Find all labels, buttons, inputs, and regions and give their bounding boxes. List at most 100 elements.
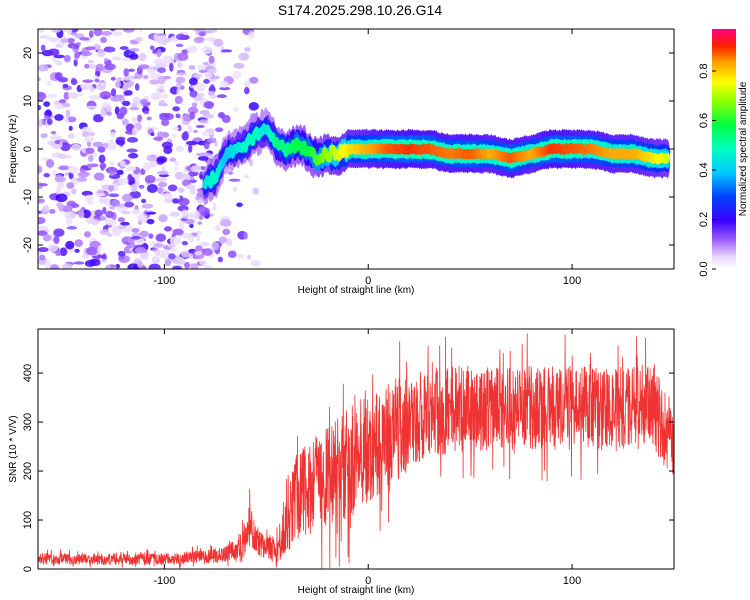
- y-tick-label: 0: [22, 566, 34, 572]
- noise-blob: [204, 72, 213, 80]
- noise-blob: [97, 245, 103, 252]
- noise-blob: [188, 252, 194, 260]
- noise-blob: [182, 130, 189, 140]
- noise-blob: [195, 230, 203, 235]
- noise-blob: [202, 113, 215, 119]
- noise-blob: [160, 118, 170, 127]
- noise-blob: [163, 192, 173, 200]
- noise-blob: [54, 60, 63, 66]
- noise-blob: [175, 145, 185, 153]
- noise-blob: [116, 113, 125, 120]
- noise-blob: [66, 182, 75, 189]
- noise-blob: [213, 140, 219, 148]
- noise-blob: [175, 257, 186, 266]
- noise-blob: [243, 174, 250, 179]
- noise-blob: [233, 62, 245, 69]
- noise-blob: [136, 213, 148, 222]
- noise-blob: [233, 107, 239, 113]
- noise-blob: [50, 266, 60, 269]
- noise-blob: [146, 218, 155, 225]
- noise-blob: [174, 95, 183, 104]
- noise-blob: [188, 77, 198, 86]
- noise-blob: [175, 43, 184, 48]
- noise-blob: [157, 187, 163, 194]
- noise-blob: [248, 102, 259, 111]
- noise-blob: [126, 136, 138, 143]
- noise-blob: [156, 33, 167, 37]
- noise-blob: [124, 90, 133, 96]
- y-tick-label: 300: [22, 413, 34, 431]
- noise-blob: [59, 99, 67, 104]
- noise-blob: [122, 83, 129, 92]
- noise-blob: [194, 250, 202, 256]
- noise-blob: [55, 250, 62, 257]
- noise-blob: [212, 202, 217, 207]
- noise-blob: [149, 159, 158, 168]
- noise-blob: [99, 91, 112, 100]
- noise-blob: [85, 147, 95, 154]
- colorbar-gradient: [712, 29, 736, 269]
- noise-blob: [236, 202, 243, 208]
- noise-blob: [61, 102, 71, 108]
- colorbar-tick-label: 0.2: [698, 212, 710, 227]
- y-tick-label: 200: [22, 462, 34, 480]
- noise-blob: [110, 131, 116, 137]
- noise-blob: [136, 237, 145, 246]
- noise-blob: [92, 141, 104, 148]
- noise-blob: [149, 79, 160, 85]
- noise-blob: [162, 93, 169, 99]
- noise-blob: [69, 165, 79, 175]
- noise-blob: [172, 127, 180, 131]
- noise-blob: [163, 145, 173, 154]
- noise-blob: [58, 165, 69, 171]
- noise-blob: [153, 136, 164, 141]
- noise-blob: [204, 131, 215, 136]
- noise-blob: [38, 165, 43, 174]
- noise-blob: [53, 228, 65, 237]
- y-tick-label: -10: [22, 189, 34, 205]
- noise-blob: [82, 209, 91, 219]
- ridge-segment: [664, 152, 671, 163]
- noise-blob: [141, 203, 154, 209]
- noise-blob: [43, 204, 50, 212]
- noise-blob: [46, 80, 52, 86]
- noise-blob: [98, 197, 107, 204]
- noise-blob: [101, 258, 107, 263]
- noise-blob: [54, 113, 64, 121]
- noise-blob: [172, 106, 181, 112]
- noise-blob: [95, 63, 104, 72]
- noise-blob: [125, 165, 137, 172]
- x-tick-label: -100: [153, 575, 175, 587]
- noise-blob: [169, 236, 182, 246]
- spectrogram-ylabel: Frequency (Hz): [8, 115, 19, 184]
- noise-blob: [188, 171, 198, 177]
- noise-blob: [55, 186, 61, 196]
- noise-blob: [110, 96, 122, 102]
- noise-blob: [142, 162, 152, 172]
- noise-blob: [38, 198, 45, 204]
- noise-blob: [146, 154, 158, 162]
- noise-blob: [121, 100, 131, 106]
- noise-blob: [187, 106, 199, 115]
- colorbar-tick-label: 0.4: [698, 162, 710, 177]
- noise-blob: [61, 263, 73, 269]
- noise-blob: [206, 36, 216, 42]
- noise-blob: [175, 72, 188, 76]
- noise-blob: [53, 104, 65, 110]
- noise-blob: [88, 131, 96, 137]
- colorbar: 0.0 0.2 0.4 0.6 0.8 Normalized spectral ampl…: [698, 29, 749, 277]
- noise-blob: [136, 261, 144, 268]
- x-tick-label: -100: [153, 275, 175, 287]
- noise-blob: [154, 177, 167, 183]
- noise-blob: [190, 263, 199, 269]
- noise-blob: [103, 58, 109, 62]
- noise-blob: [119, 46, 129, 50]
- noise-blob: [128, 107, 140, 111]
- noise-blob: [149, 45, 155, 51]
- y-tick-label: 100: [22, 511, 34, 529]
- noise-blob: [227, 171, 234, 175]
- noise-blob: [45, 34, 50, 41]
- noise-blob: [99, 162, 107, 170]
- noise-blob: [177, 187, 185, 193]
